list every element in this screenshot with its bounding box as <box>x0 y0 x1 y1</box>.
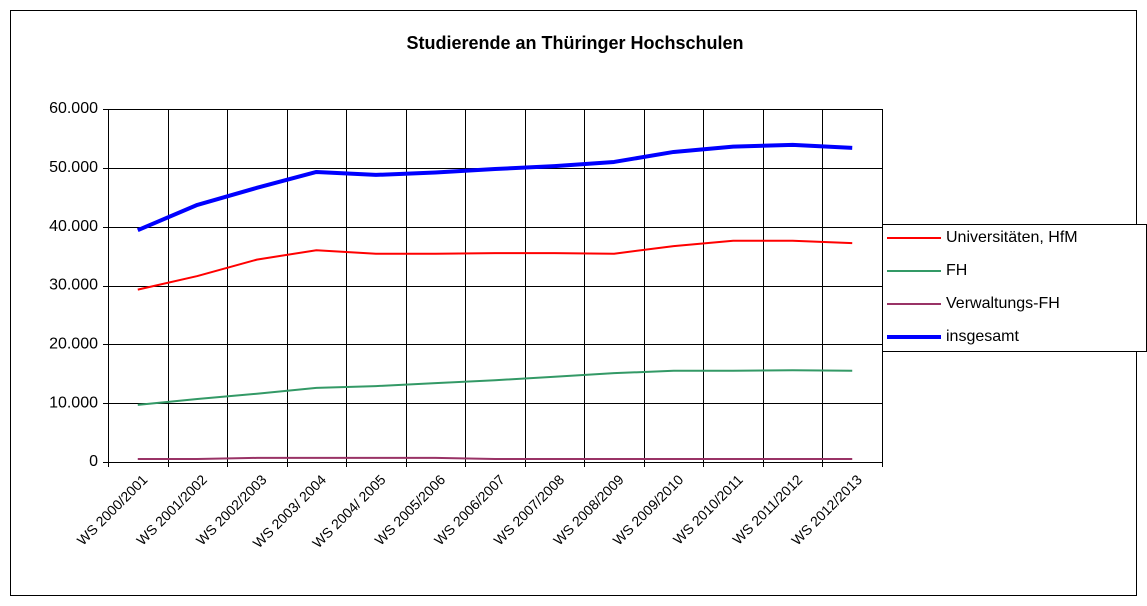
legend-box <box>882 224 1147 352</box>
y-tick-label: 50.000 <box>49 159 98 176</box>
legend-label: FH <box>946 262 967 279</box>
legend-label: insgesamt <box>946 328 1019 345</box>
series-line <box>137 369 853 406</box>
y-tick-label: 10.000 <box>49 394 98 411</box>
series-line <box>137 239 853 291</box>
legend-label: Verwaltungs-FH <box>946 295 1060 312</box>
y-tick-label: 40.000 <box>49 218 98 235</box>
chart-title: Studierende an Thüringer Hochschulen <box>406 33 743 53</box>
y-tick-label: 30.000 <box>49 277 98 294</box>
y-tick-label: 20.000 <box>49 336 98 353</box>
y-tick-label: 60.000 <box>49 100 98 117</box>
legend-label: Universitäten, HfM <box>946 229 1078 246</box>
series-line <box>137 456 853 461</box>
y-tick-label: 0 <box>89 453 98 470</box>
series-line <box>136 142 853 233</box>
